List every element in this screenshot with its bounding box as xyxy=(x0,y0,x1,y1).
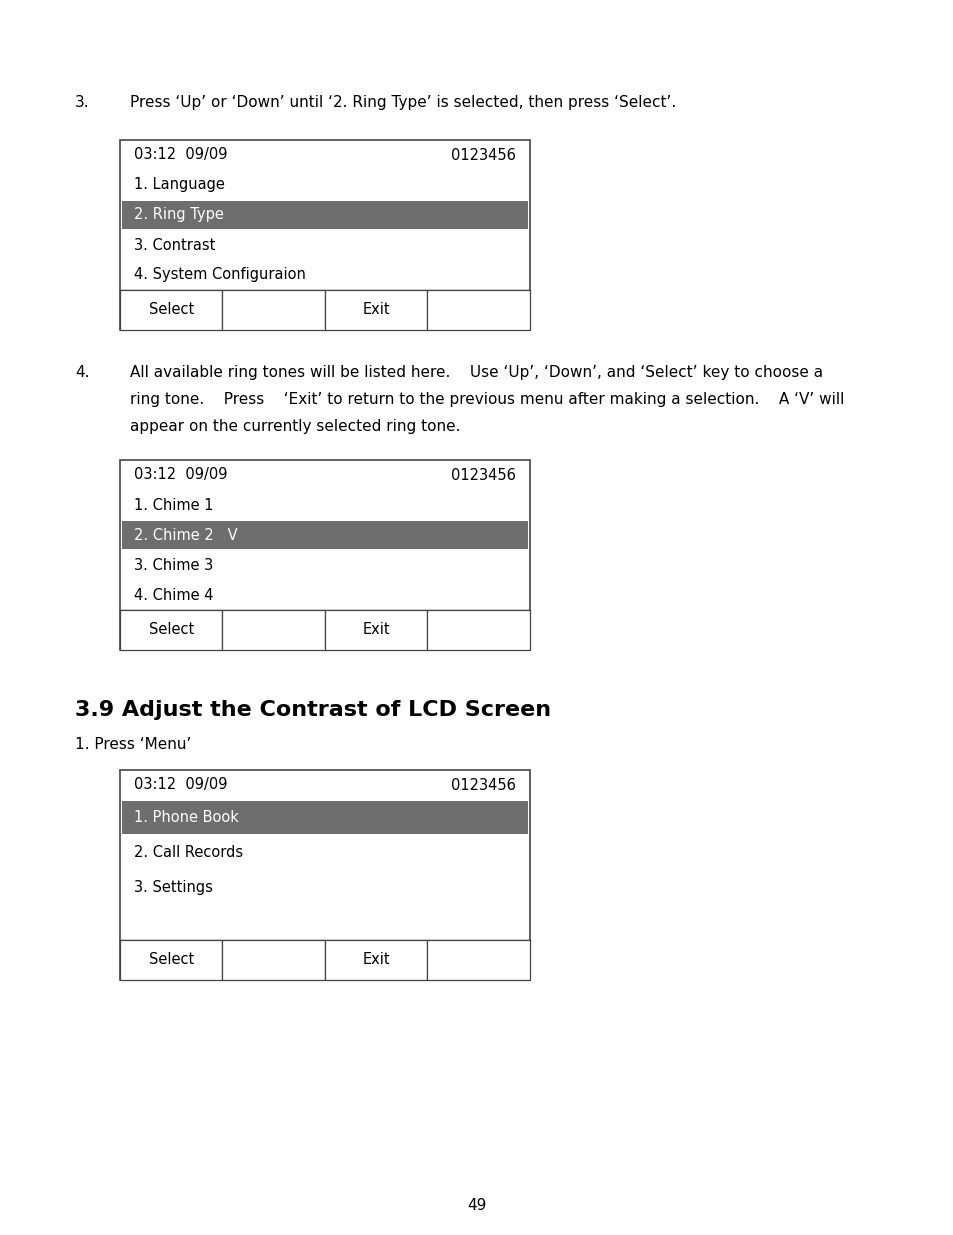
Bar xyxy=(427,610,530,650)
Text: 2. Ring Type: 2. Ring Type xyxy=(133,207,224,222)
Text: 3. Contrast: 3. Contrast xyxy=(133,237,215,252)
Bar xyxy=(325,940,427,981)
Text: 0123456: 0123456 xyxy=(451,778,516,793)
Bar xyxy=(325,290,427,330)
Bar xyxy=(122,200,527,230)
Bar xyxy=(222,610,325,650)
Text: 2. Call Records: 2. Call Records xyxy=(133,845,243,860)
Text: Press ‘Up’ or ‘Down’ until ‘2. Ring Type’ is selected, then press ‘Select’.: Press ‘Up’ or ‘Down’ until ‘2. Ring Type… xyxy=(130,95,676,110)
Bar xyxy=(427,940,530,981)
Text: 1. Press ‘Menu’: 1. Press ‘Menu’ xyxy=(75,737,192,752)
Text: 3. Settings: 3. Settings xyxy=(133,881,213,895)
Bar xyxy=(325,610,427,650)
Bar xyxy=(120,940,222,981)
Bar xyxy=(122,521,527,550)
Text: 03:12  09/09: 03:12 09/09 xyxy=(133,778,227,793)
Text: 4. Chime 4: 4. Chime 4 xyxy=(133,588,213,603)
Text: All available ring tones will be listed here.    Use ‘Up’, ‘Down’, and ‘Select’ : All available ring tones will be listed … xyxy=(130,366,822,380)
Text: 3.: 3. xyxy=(75,95,90,110)
Text: Select: Select xyxy=(149,622,193,637)
Text: 0123456: 0123456 xyxy=(451,147,516,163)
Text: 03:12  09/09: 03:12 09/09 xyxy=(133,468,227,483)
Bar xyxy=(120,459,530,650)
Text: Exit: Exit xyxy=(362,952,390,967)
Text: 3.9 Adjust the Contrast of LCD Screen: 3.9 Adjust the Contrast of LCD Screen xyxy=(75,700,551,720)
Text: 2. Chime 2   V: 2. Chime 2 V xyxy=(133,527,237,542)
Text: Exit: Exit xyxy=(362,303,390,317)
Text: 49: 49 xyxy=(467,1198,486,1213)
Text: 1. Phone Book: 1. Phone Book xyxy=(133,810,238,825)
Bar xyxy=(222,940,325,981)
Text: 4. System Configuraion: 4. System Configuraion xyxy=(133,268,306,283)
Text: 03:12  09/09: 03:12 09/09 xyxy=(133,147,227,163)
Text: 4.: 4. xyxy=(75,366,90,380)
Text: ring tone.    Press    ‘Exit’ to return to the previous menu after making a sele: ring tone. Press ‘Exit’ to return to the… xyxy=(130,391,843,408)
Bar xyxy=(120,610,222,650)
Bar xyxy=(427,290,530,330)
Text: 0123456: 0123456 xyxy=(451,468,516,483)
Bar xyxy=(120,769,530,981)
Text: Select: Select xyxy=(149,952,193,967)
Text: Select: Select xyxy=(149,303,193,317)
Bar xyxy=(120,140,530,330)
Text: 1. Language: 1. Language xyxy=(133,178,225,193)
Text: 3. Chime 3: 3. Chime 3 xyxy=(133,557,213,573)
Text: 1. Chime 1: 1. Chime 1 xyxy=(133,498,213,513)
Bar xyxy=(122,800,527,835)
Text: appear on the currently selected ring tone.: appear on the currently selected ring to… xyxy=(130,419,460,433)
Bar xyxy=(120,290,222,330)
Text: Exit: Exit xyxy=(362,622,390,637)
Bar xyxy=(222,290,325,330)
